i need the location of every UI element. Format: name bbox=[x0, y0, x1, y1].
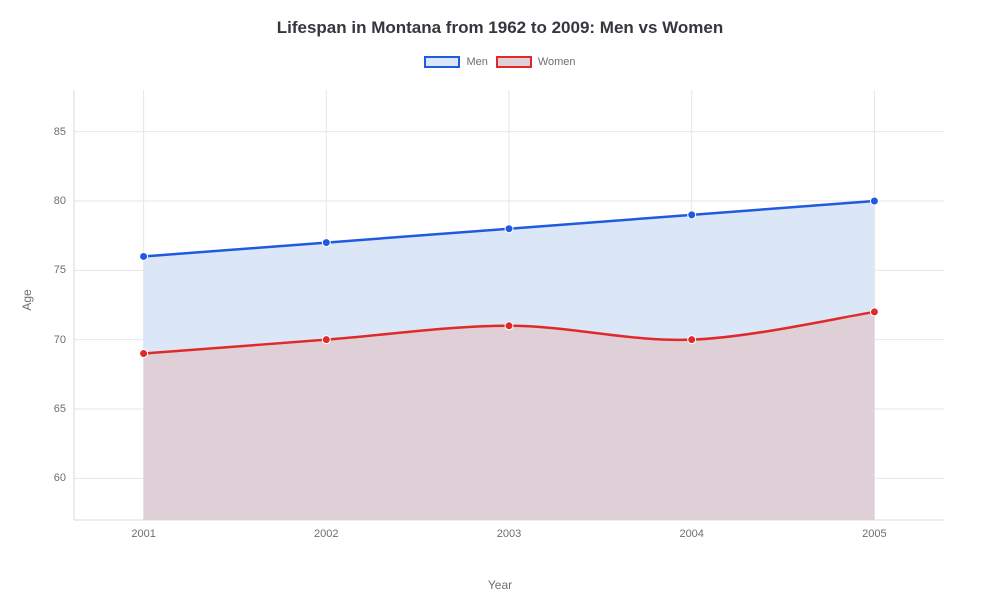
legend-label-women: Women bbox=[538, 56, 576, 68]
legend: Men Women bbox=[0, 56, 1000, 68]
y-tick-label: 70 bbox=[54, 334, 66, 346]
y-tick-label: 60 bbox=[54, 472, 66, 484]
x-axis-label: Year bbox=[488, 578, 512, 592]
y-tick-label: 85 bbox=[54, 126, 66, 138]
x-tick-label: 2002 bbox=[314, 528, 338, 540]
chart-container: Lifespan in Montana from 1962 to 2009: M… bbox=[0, 0, 1000, 600]
legend-swatch-women bbox=[496, 56, 532, 68]
y-axis-label: Age bbox=[20, 289, 34, 310]
y-tick-label: 65 bbox=[54, 403, 66, 415]
chart-svg bbox=[74, 90, 944, 520]
chart-title: Lifespan in Montana from 1962 to 2009: M… bbox=[0, 0, 1000, 38]
x-tick-label: 2003 bbox=[497, 528, 521, 540]
y-tick-label: 80 bbox=[54, 195, 66, 207]
x-tick-label: 2001 bbox=[131, 528, 155, 540]
legend-swatch-men bbox=[424, 56, 460, 68]
y-tick-label: 75 bbox=[54, 264, 66, 276]
legend-item-women[interactable]: Women bbox=[496, 56, 576, 68]
legend-label-men: Men bbox=[466, 56, 487, 68]
x-tick-label: 2004 bbox=[679, 528, 703, 540]
plot-area: 60657075808520012002200320042005 bbox=[74, 90, 944, 520]
legend-item-men[interactable]: Men bbox=[424, 56, 487, 68]
x-tick-label: 2005 bbox=[862, 528, 886, 540]
